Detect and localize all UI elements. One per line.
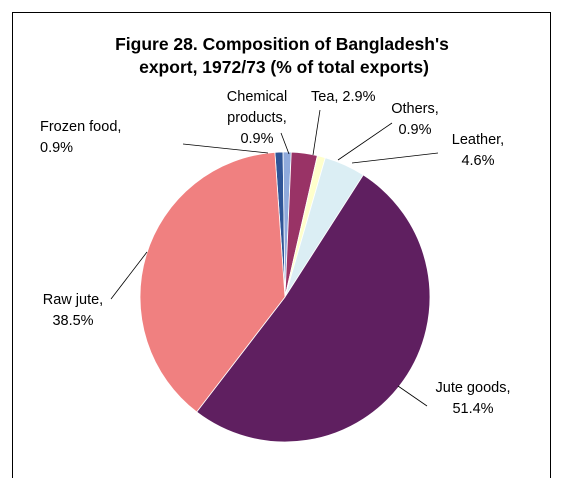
slice-label-line: Frozen food, — [40, 119, 121, 135]
slice-label-line: 0.9% — [240, 131, 273, 147]
slice-label-line: Others, — [391, 101, 439, 117]
leader-line-others — [337, 122, 393, 161]
slice-label-frozen-food: Frozen food, 0.9% — [40, 119, 121, 156]
slice-label-tea: Tea, 2.9% — [311, 89, 376, 105]
slice-label-raw-jute: Raw jute, 38.5% — [43, 292, 103, 329]
slice-label-line: products, — [227, 110, 287, 126]
slice-label-line: 0.9% — [40, 140, 73, 156]
slice-label-line: 0.9% — [398, 122, 431, 138]
pie-slice-jute-goods — [196, 174, 431, 443]
chart-title-line-2: export, 1972/73 (% of total exports) — [139, 57, 429, 77]
leader-line-chemical-products — [280, 132, 290, 155]
slice-label-line: 38.5% — [52, 313, 93, 329]
leader-line-tea — [312, 109, 321, 156]
slice-label-others: Others, 0.9% — [391, 101, 439, 138]
leader-line-frozen-food — [182, 143, 269, 154]
slice-label-jute-goods: Jute goods, 51.4% — [436, 380, 511, 417]
slice-label-line: Leather, — [452, 132, 504, 148]
slice-labels: Frozen food, 0.9% Chemical products, 0.9% Tea… — [40, 89, 510, 417]
slice-label-leather: Leather, 4.6% — [452, 132, 504, 169]
slice-label-line: 4.6% — [461, 153, 494, 169]
leader-line-jute-goods — [397, 385, 428, 407]
chart-title-line-1: Figure 28. Composition of Bangladesh's — [115, 34, 449, 54]
slice-label-line: Raw jute, — [43, 292, 103, 308]
pie-slice-raw-jute — [139, 151, 286, 413]
chart-border — [12, 12, 551, 478]
slice-label-line: Chemical — [227, 89, 287, 105]
slice-label-line: 51.4% — [452, 401, 493, 417]
slice-label-chemical-products: Chemical products, 0.9% — [227, 89, 287, 147]
leader-line-raw-jute — [110, 251, 148, 300]
pie-slices — [139, 151, 431, 443]
leader-lines — [110, 109, 439, 407]
slice-label-line: Jute goods, — [436, 380, 511, 396]
leader-line-leather — [351, 152, 439, 164]
slice-label-line: Tea, 2.9% — [311, 89, 376, 105]
